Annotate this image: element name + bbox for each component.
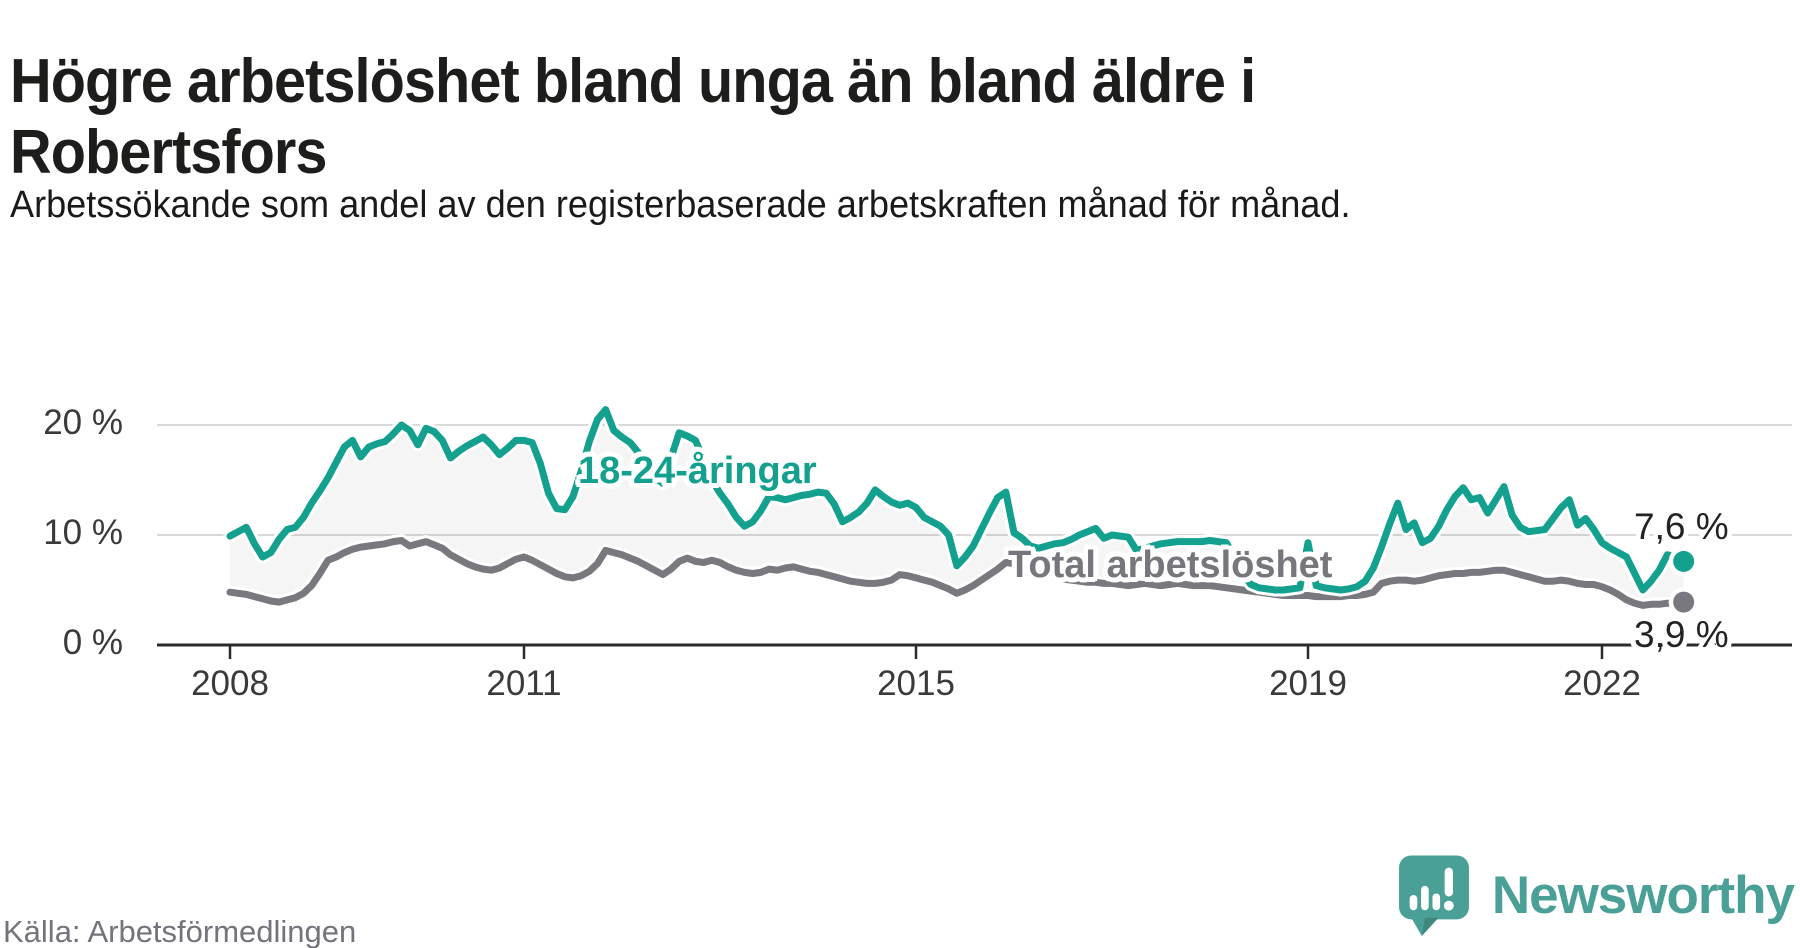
source-note: Källa: Arbetsförmedlingen: [3, 914, 357, 948]
newsworthy-logo: Newsworthy: [1396, 852, 1795, 938]
page-title: Högre arbetslöshet bland unga än bland ä…: [10, 46, 1256, 188]
newsworthy-logo-icon: [1398, 855, 1469, 937]
newsworthy-wordmark: Newsworthy: [1491, 865, 1795, 925]
page-subtitle: Arbetssökande som andel av den registerb…: [10, 184, 1351, 226]
